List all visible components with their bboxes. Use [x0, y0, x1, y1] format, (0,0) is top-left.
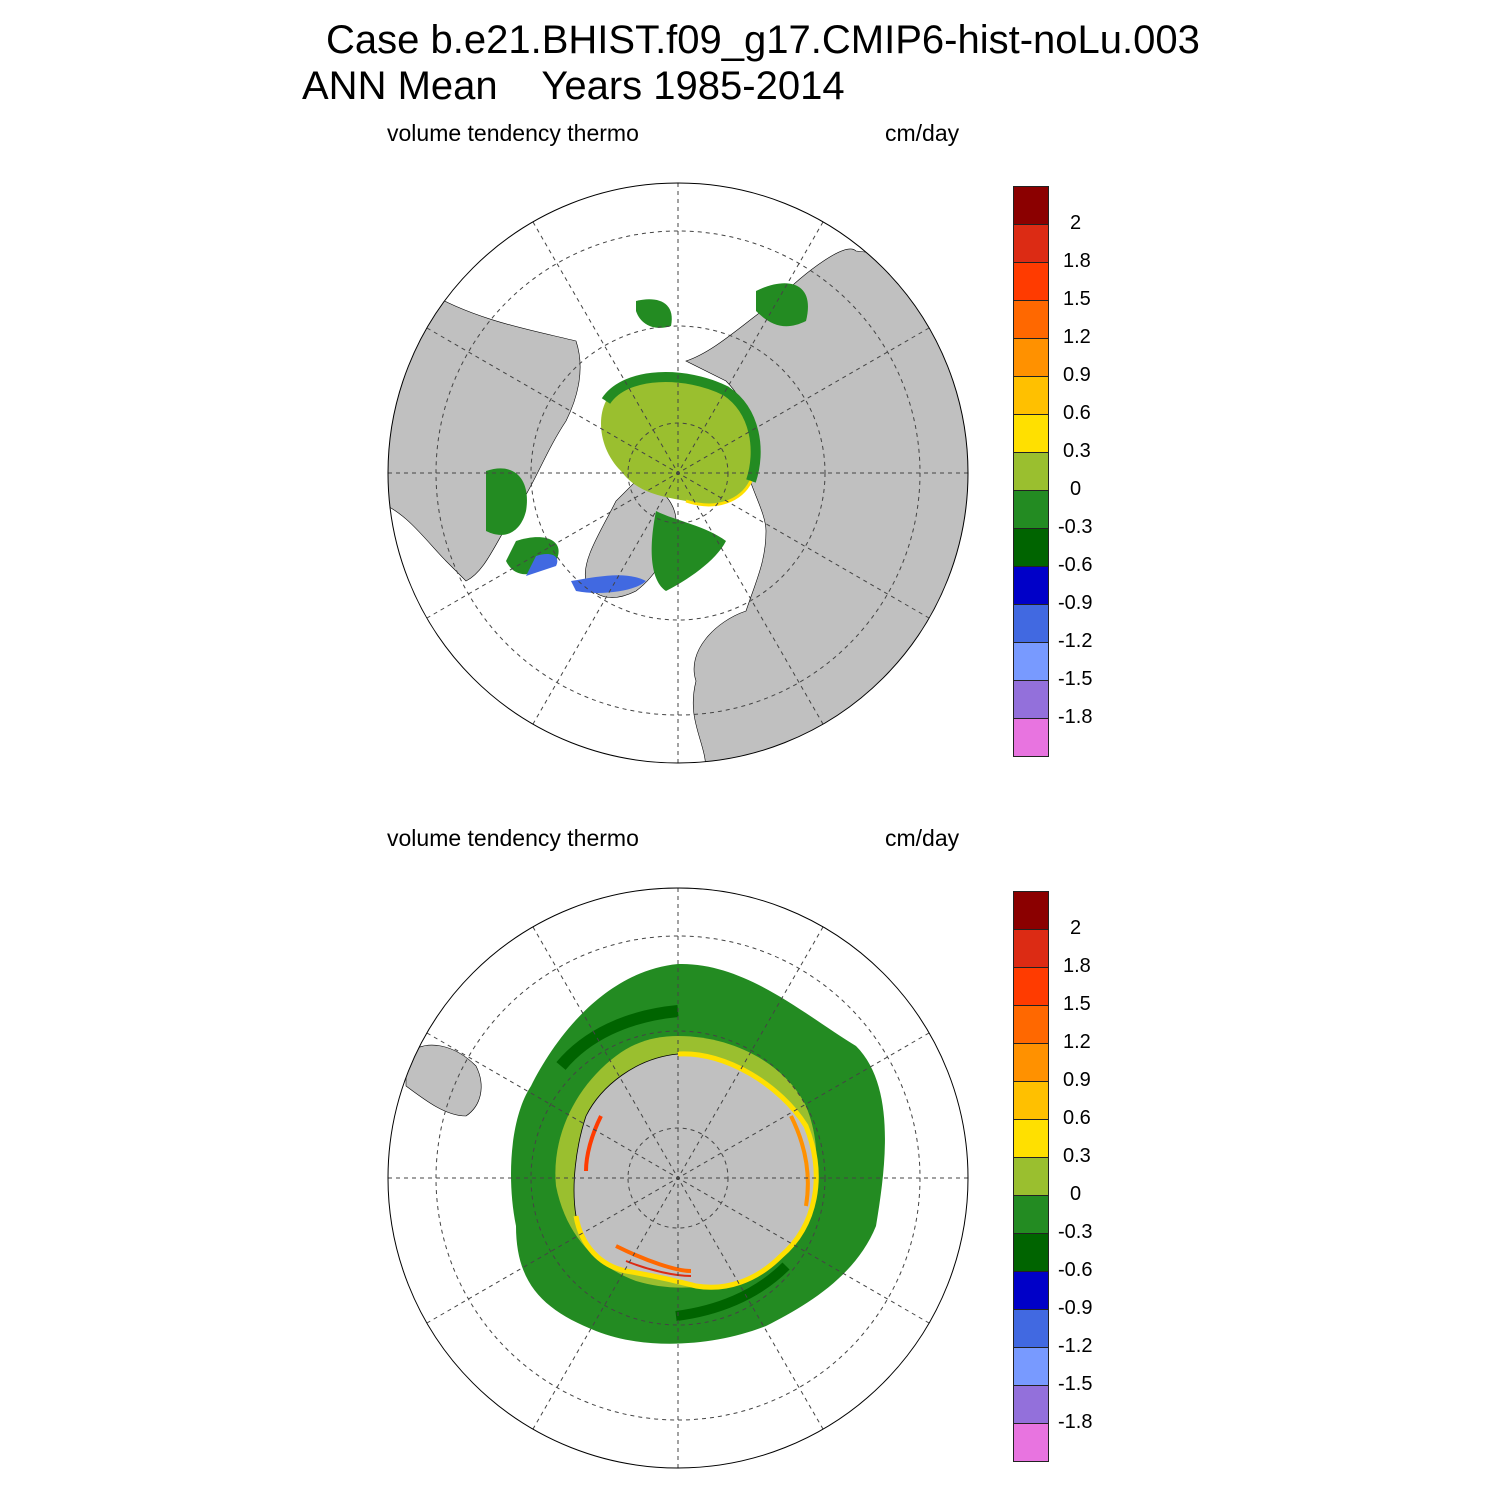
colorbar-label: 2 [1070, 212, 1082, 234]
north-polar-map [386, 181, 970, 765]
colorbar-swatch [1013, 1005, 1049, 1044]
colorbar-swatch [1013, 224, 1049, 263]
colorbar-swatch [1013, 967, 1049, 1006]
colorbar-swatch [1013, 1195, 1049, 1234]
colorbar-label: 1.8 [1063, 250, 1091, 272]
colorbar-label: 0 [1070, 1183, 1082, 1205]
south-land-south-america [405, 1044, 482, 1117]
south-polar-map [386, 886, 970, 1470]
colorbar-swatch [1013, 1119, 1049, 1158]
colorbar-label: 0.3 [1063, 1145, 1091, 1167]
colorbar-label: -0.6 [1058, 554, 1093, 576]
colorbar-swatch [1013, 718, 1049, 757]
colorbar-label: -0.9 [1058, 592, 1093, 614]
colorbar-label: 1.5 [1063, 993, 1091, 1015]
colorbar-swatch [1013, 604, 1049, 643]
south-graticule [388, 888, 968, 1468]
plot-title-case: Case b.e21.BHIST.f09_g17.CMIP6-hist-noLu… [326, 18, 1200, 62]
colorbar-swatch [1013, 1385, 1049, 1424]
colorbar-swatch [1013, 1043, 1049, 1082]
north-units-label: cm/day [885, 120, 960, 146]
colorbar-label: 0.6 [1063, 402, 1091, 424]
north-graticule [388, 183, 968, 763]
colorbar-swatch [1013, 338, 1049, 377]
colorbar-swatch [1013, 1347, 1049, 1386]
colorbar-swatch [1013, 414, 1049, 453]
colorbar-swatch [1013, 1233, 1049, 1272]
colorbar-label: 1.8 [1063, 955, 1091, 977]
colorbar-swatch [1013, 891, 1049, 930]
colorbar-swatch [1013, 1081, 1049, 1120]
colorbar-swatch [1013, 262, 1049, 301]
colorbar-label: 1.5 [1063, 288, 1091, 310]
colorbar-label: -1.5 [1058, 1373, 1093, 1395]
colorbar-label: -1.2 [1058, 630, 1093, 652]
colorbar-swatch [1013, 528, 1049, 567]
colorbar-swatch [1013, 376, 1049, 415]
north-land-greenland [584, 480, 677, 598]
north-colorbar [1013, 186, 1049, 758]
plot-title-period: ANN Mean Years 1985-2014 [302, 64, 845, 108]
north-field-label: volume tendency thermo [387, 120, 639, 146]
colorbar-label: -1.8 [1058, 1411, 1093, 1433]
south-units-label: cm/day [885, 825, 960, 851]
colorbar-label: 0.3 [1063, 440, 1091, 462]
colorbar-swatch [1013, 680, 1049, 719]
colorbar-label: -0.3 [1058, 516, 1093, 538]
colorbar-swatch [1013, 1423, 1049, 1462]
colorbar-label: 1.2 [1063, 1031, 1091, 1053]
south-field-label: volume tendency thermo [387, 825, 639, 851]
colorbar-swatch [1013, 566, 1049, 605]
colorbar-label: 0 [1070, 478, 1082, 500]
colorbar-label: 0.9 [1063, 364, 1091, 386]
colorbar-swatch [1013, 490, 1049, 529]
colorbar-label: 2 [1070, 917, 1082, 939]
colorbar-label: 1.2 [1063, 326, 1091, 348]
south-colorbar [1013, 891, 1049, 1463]
colorbar-label: 0.6 [1063, 1107, 1091, 1129]
colorbar-swatch [1013, 1271, 1049, 1310]
colorbar-swatch [1013, 452, 1049, 491]
north-land-america [388, 290, 581, 582]
colorbar-label: -1.8 [1058, 706, 1093, 728]
colorbar-swatch [1013, 929, 1049, 968]
colorbar-swatch [1013, 300, 1049, 339]
colorbar-label: -0.9 [1058, 1297, 1093, 1319]
colorbar-swatch [1013, 642, 1049, 681]
colorbar-label: -1.2 [1058, 1335, 1093, 1357]
colorbar-label: -0.3 [1058, 1221, 1093, 1243]
colorbar-label: -1.5 [1058, 668, 1093, 690]
colorbar-swatch [1013, 1309, 1049, 1348]
colorbar-swatch [1013, 1157, 1049, 1196]
colorbar-label: 0.9 [1063, 1069, 1091, 1091]
colorbar-label: -0.6 [1058, 1259, 1093, 1281]
colorbar-swatch [1013, 186, 1049, 225]
